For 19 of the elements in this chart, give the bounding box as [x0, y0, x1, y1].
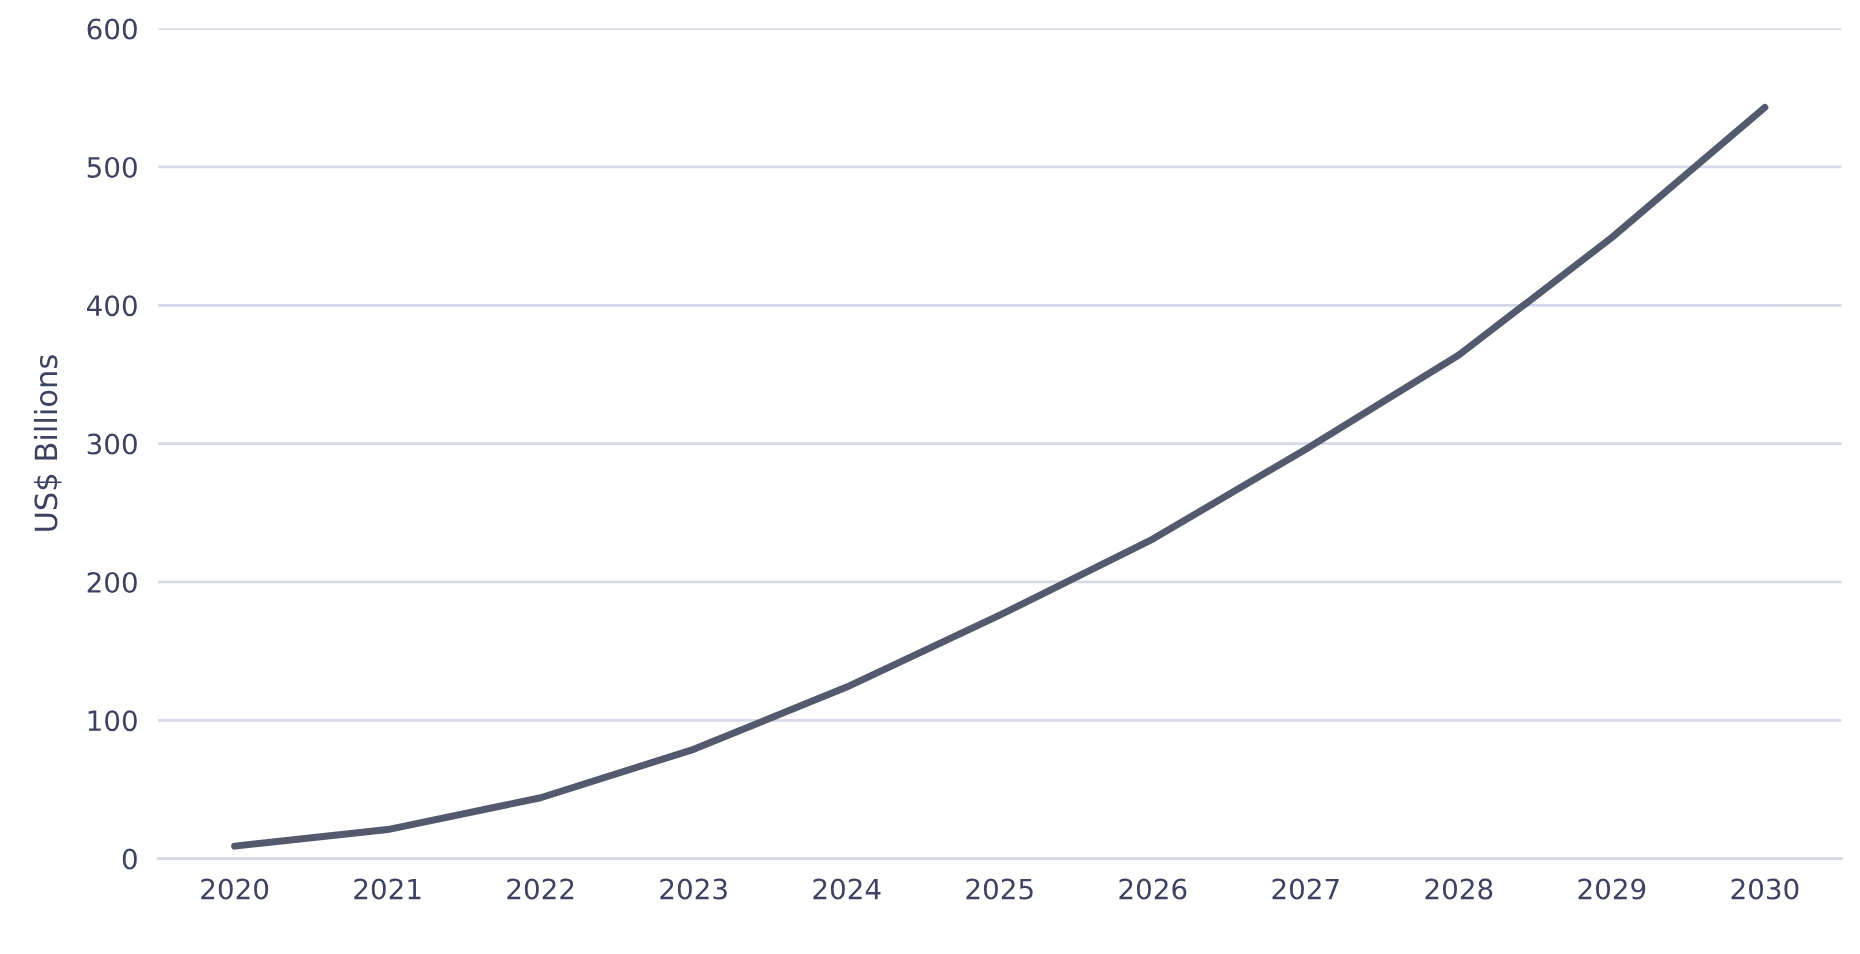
y-tick-label: 400	[86, 295, 137, 317]
x-tick-label: 2023	[660, 878, 727, 900]
y-axis-title: US$ Billions	[33, 355, 62, 531]
y-tick-label: 100	[88, 710, 137, 732]
x-tick-label: 2028	[1425, 878, 1493, 900]
x-tick-label: 2020	[201, 878, 269, 900]
x-tick-label: 2030	[1731, 878, 1799, 900]
x-tick-label: 2029	[1578, 878, 1646, 900]
y-tick-label: 600	[87, 18, 137, 40]
x-tick-label: 2021	[354, 878, 421, 900]
y-tick-label: 0	[122, 848, 137, 870]
y-tick-label: 300	[87, 433, 137, 455]
y-tick-label: 200	[87, 571, 137, 593]
x-tick-label: 2024	[813, 878, 881, 900]
x-tick-label: 2027	[1272, 878, 1339, 900]
x-tick-label: 2026	[1119, 878, 1187, 900]
y-tick-label: 500	[87, 156, 137, 178]
x-tick-label: 2025	[966, 878, 1033, 900]
x-tick-label: 2022	[507, 878, 574, 900]
